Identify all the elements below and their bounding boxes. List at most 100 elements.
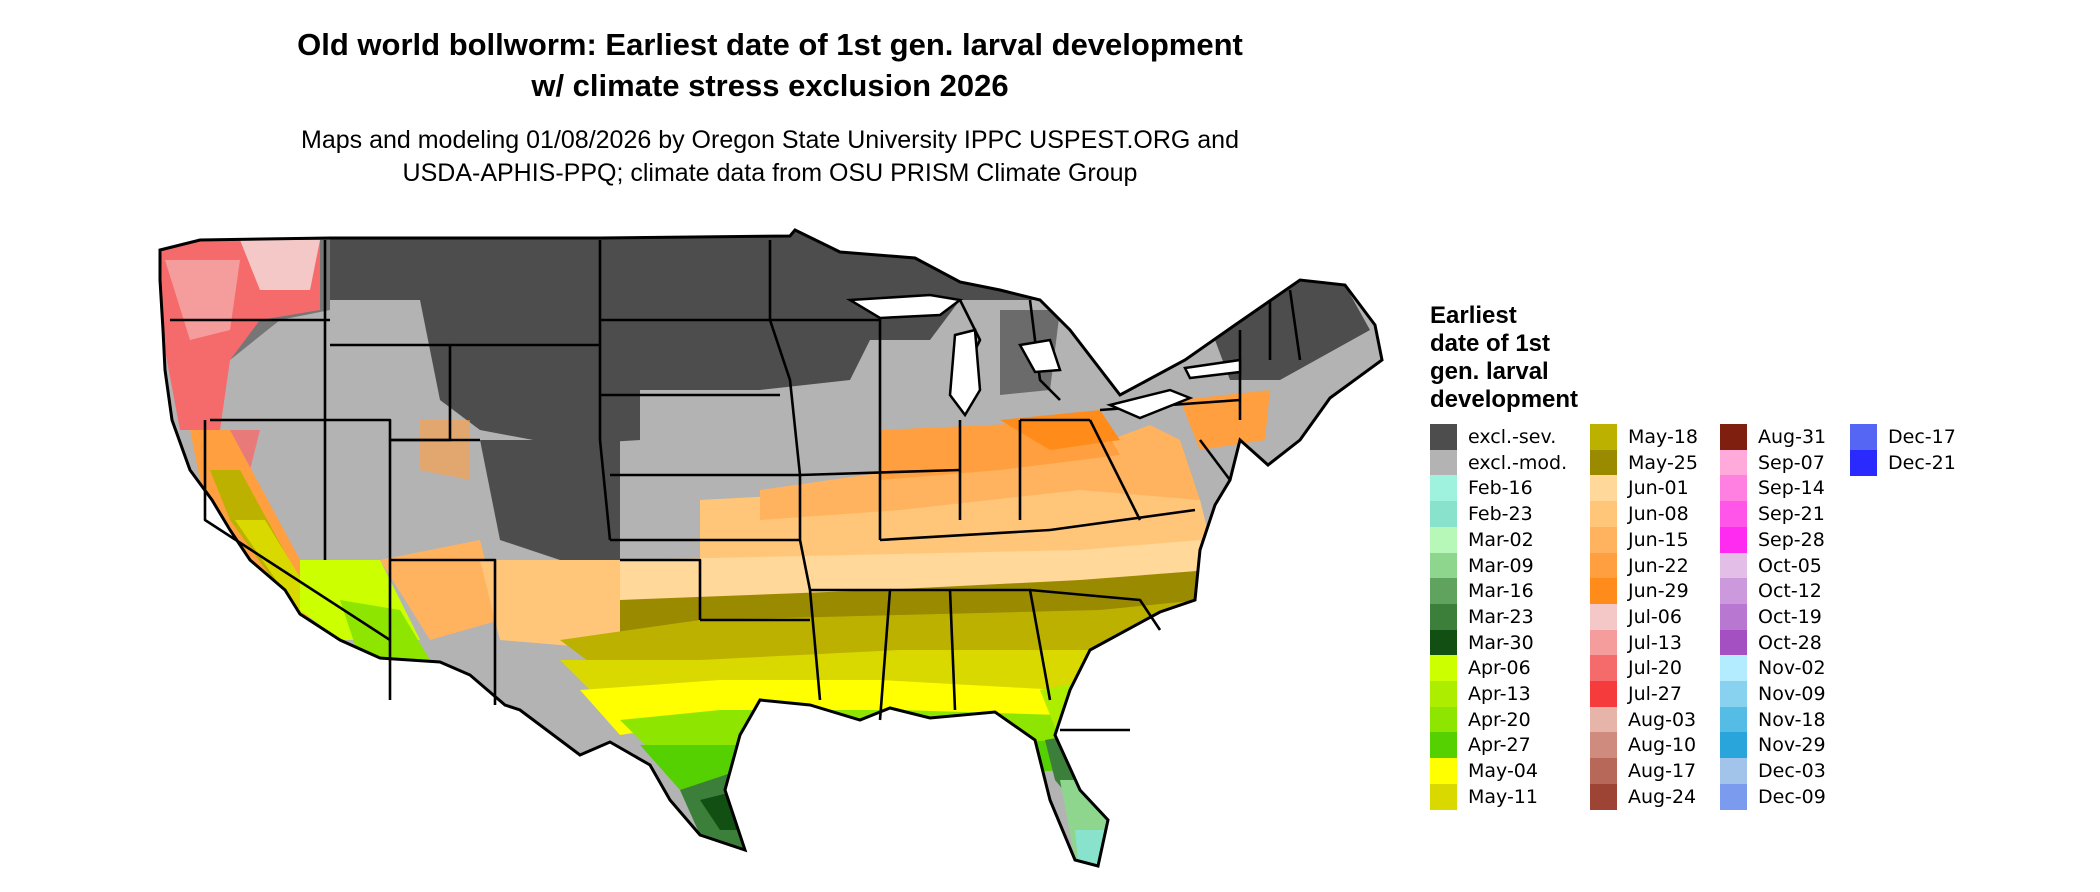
legend-swatch — [1720, 475, 1747, 502]
legend-item: May-25 — [1590, 449, 1698, 476]
legend-swatch — [1430, 706, 1457, 733]
legend-label: Aug-17 — [1628, 760, 1697, 783]
legend-swatch — [1430, 475, 1457, 502]
legend-label: Apr-13 — [1468, 683, 1531, 705]
legend-item: Apr-20 — [1430, 706, 1531, 733]
legend-swatch — [1590, 706, 1617, 733]
legend-label: Sep-14 — [1758, 477, 1825, 500]
legend-swatch — [1430, 578, 1457, 605]
legend-swatch — [1590, 578, 1617, 605]
legend-label: Sep-21 — [1758, 503, 1825, 526]
legend-swatch — [1720, 783, 1747, 810]
legend-swatch — [1590, 629, 1617, 656]
legend-item: Apr-27 — [1430, 732, 1531, 759]
legend-swatch — [1720, 655, 1747, 682]
legend-swatch — [1590, 552, 1617, 579]
legend-item: Jun-15 — [1590, 526, 1689, 553]
legend-label: Jun-22 — [1628, 554, 1689, 577]
legend-item: Mar-30 — [1430, 629, 1534, 656]
legend-label: Jul-06 — [1628, 605, 1682, 628]
legend-item: May-11 — [1430, 783, 1538, 810]
us-map — [158, 228, 1384, 868]
legend-label: Mar-16 — [1468, 580, 1534, 603]
legend-swatch — [1430, 501, 1457, 528]
legend-label: May-11 — [1468, 785, 1538, 808]
legend-label: Oct-05 — [1758, 554, 1822, 577]
legend-label: Jun-15 — [1628, 528, 1689, 551]
legend-item: Mar-23 — [1430, 603, 1534, 630]
legend-swatch — [1850, 424, 1877, 450]
legend-title-line: date of 1st — [1430, 330, 1551, 357]
legend-item: Feb-16 — [1430, 475, 1533, 502]
legend-item: Aug-17 — [1590, 758, 1697, 785]
legend-swatch — [1720, 681, 1747, 707]
legend-swatch — [1430, 655, 1457, 682]
legend-item: Aug-24 — [1590, 783, 1697, 810]
legend-label: Jul-27 — [1628, 683, 1682, 705]
legend-label: Sep-07 — [1758, 451, 1825, 474]
legend-item: Jul-06 — [1590, 603, 1682, 630]
legend-item: Nov-18 — [1720, 706, 1826, 733]
legend-label: May-04 — [1468, 760, 1538, 783]
legend-swatch — [1720, 629, 1747, 656]
legend-label: Mar-30 — [1468, 631, 1534, 654]
legend-item: May-04 — [1430, 758, 1538, 785]
legend-label: Mar-02 — [1468, 528, 1534, 551]
map-subtitle-line-1: Maps and modeling 01/08/2026 by Oregon S… — [301, 126, 1239, 154]
legend-label: Oct-12 — [1758, 580, 1822, 603]
legend-title-line: development — [1430, 386, 1579, 413]
legend-swatch — [1590, 501, 1617, 528]
legend-label: Mar-09 — [1468, 554, 1534, 577]
legend-swatch — [1430, 552, 1457, 579]
legend-swatch — [1720, 552, 1747, 579]
legend-label: excl.-sev. — [1468, 426, 1557, 448]
legend-item: Mar-02 — [1430, 526, 1534, 553]
legend-swatch — [1720, 706, 1747, 733]
legend-label: May-18 — [1628, 426, 1698, 448]
legend-item: Jun-29 — [1590, 578, 1689, 605]
legend-item: Mar-16 — [1430, 578, 1534, 605]
legend-swatch — [1430, 783, 1457, 810]
legend-item: May-18 — [1590, 424, 1698, 450]
legend-label: Feb-16 — [1468, 477, 1533, 500]
legend-swatch — [1430, 424, 1457, 450]
legend-label: Dec-03 — [1758, 760, 1826, 783]
legend-item: Jul-20 — [1590, 655, 1682, 682]
legend-title: Earliest date of 1st gen. larval develop… — [1430, 302, 1650, 414]
legend-swatch — [1430, 603, 1457, 630]
legend-label: Oct-28 — [1758, 631, 1822, 654]
legend-label: Dec-09 — [1758, 785, 1826, 808]
legend-swatch — [1720, 449, 1747, 476]
legend-item: Dec-03 — [1720, 758, 1826, 785]
legend-label: Nov-18 — [1758, 708, 1826, 731]
legend-item: Oct-05 — [1720, 552, 1822, 579]
legend-item: Sep-14 — [1720, 475, 1825, 502]
legend-label: Dec-21 — [1888, 451, 1956, 474]
legend-item: Jul-27 — [1590, 681, 1682, 707]
legend-label: Apr-06 — [1468, 657, 1531, 680]
legend-label: Jun-01 — [1628, 477, 1689, 500]
legend-item: excl.-sev. — [1430, 424, 1556, 450]
legend-label: Aug-24 — [1628, 785, 1697, 808]
legend-label: Jul-13 — [1628, 631, 1682, 654]
legend-label: Dec-17 — [1888, 426, 1956, 448]
legend-swatch — [1590, 603, 1617, 630]
legend-label: Nov-02 — [1758, 657, 1826, 680]
legend-item: Jun-22 — [1590, 552, 1689, 579]
legend-label: May-25 — [1628, 451, 1698, 474]
legend-label: Feb-23 — [1468, 503, 1533, 526]
legend-label: Aug-10 — [1628, 734, 1697, 757]
legend-label: Mar-23 — [1468, 605, 1534, 628]
legend-swatch — [1720, 603, 1747, 630]
legend-label: Apr-27 — [1468, 734, 1531, 757]
legend-item: Sep-28 — [1720, 526, 1825, 553]
legend-swatch — [1590, 655, 1617, 682]
legend-swatch — [1590, 758, 1617, 785]
legend-item: Aug-31 — [1720, 424, 1826, 450]
legend-label: Jun-08 — [1628, 503, 1689, 526]
legend-swatch — [1590, 732, 1617, 759]
legend-item: Aug-10 — [1590, 732, 1697, 759]
legend-item: Sep-07 — [1720, 449, 1825, 476]
map-subtitle-line-2: USDA-APHIS-PPQ; climate data from OSU PR… — [402, 159, 1138, 187]
legend-label: Jul-20 — [1628, 657, 1682, 680]
